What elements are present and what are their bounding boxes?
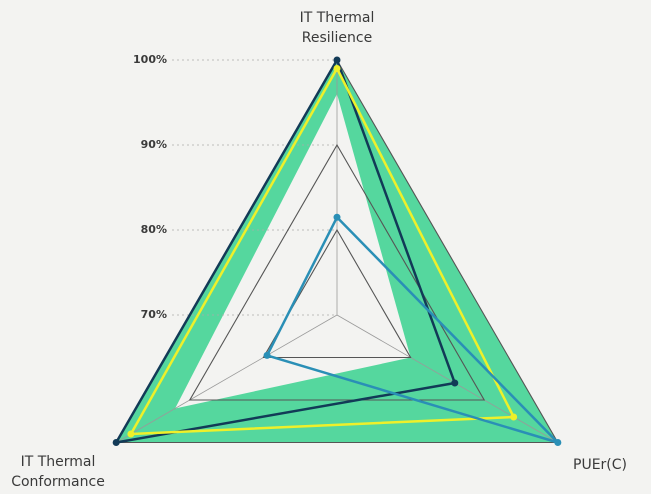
series-point (127, 430, 135, 438)
tick-label: 70% (141, 308, 167, 321)
series-line (129, 67, 515, 436)
series-point (333, 213, 341, 221)
axis-label: IT Thermal (300, 10, 375, 26)
band-inner (175, 94, 411, 409)
series-point (333, 65, 341, 72)
axis-label: PUEr(C) (573, 457, 627, 473)
series-point (451, 379, 459, 387)
axis-label: Resilience (302, 30, 372, 46)
tick-label: 100% (133, 53, 167, 66)
series-line (114, 58, 457, 444)
axis-label: Conformance (11, 474, 105, 490)
series-line (265, 216, 560, 444)
tick-label: 90% (141, 138, 167, 151)
series-point (112, 439, 120, 446)
series-point (554, 439, 562, 446)
series-point (510, 413, 518, 421)
grid-line (188, 143, 486, 401)
spoke (336, 314, 559, 443)
spoke (115, 314, 338, 443)
tick-label: 80% (141, 223, 167, 236)
axis-label: IT Thermal (21, 454, 96, 470)
grid-line (262, 228, 412, 359)
series-point (333, 56, 341, 64)
series-point (263, 351, 271, 359)
